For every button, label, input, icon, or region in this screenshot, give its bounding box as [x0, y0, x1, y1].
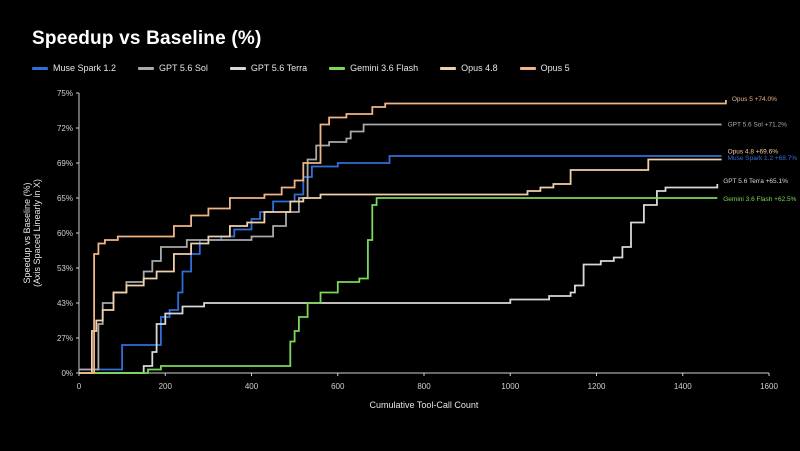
- series-end-label: Opus 5 +74.0%: [732, 96, 777, 103]
- x-tick-label: 1600: [760, 382, 778, 391]
- chart-title: Speedup vs Baseline (%): [32, 28, 262, 49]
- legend-item: GPT 5.6 Sol: [138, 63, 208, 73]
- legend-swatch: [32, 66, 48, 70]
- y-tick-label: 69%: [57, 159, 73, 168]
- y-tick-label: 27%: [57, 334, 73, 343]
- y-tick-label: 0%: [61, 369, 73, 378]
- legend-swatch: [329, 66, 346, 70]
- series-end-label: Opus 4.8 +69.6%: [728, 149, 779, 156]
- legend-label: Muse Spark 1.2: [53, 63, 117, 73]
- legend-item: Muse Spark 1.2: [32, 63, 116, 73]
- x-tick-label: 1200: [588, 382, 606, 391]
- x-tick-label: 200: [159, 382, 173, 391]
- series-end-label: GPT 5.6 Sol +71.2%: [728, 122, 788, 129]
- legend-label: Opus 5: [540, 63, 570, 73]
- series-end-label: Muse Spark 1.2 +68.7%: [728, 155, 798, 162]
- series-line-muse-spark-1-2: [79, 155, 722, 371]
- legend-swatch: [440, 66, 457, 70]
- legend-swatch: [519, 66, 536, 70]
- series-end-label: GPT 5.6 Terra +65.1%: [723, 178, 788, 185]
- legend-label: GPT 5.6 Terra: [250, 63, 308, 73]
- x-tick-label: 800: [417, 382, 431, 391]
- y-tick-label: 53%: [57, 264, 73, 273]
- x-tick-label: 400: [245, 382, 259, 391]
- x-tick-label: 600: [331, 382, 345, 391]
- legend-item: Opus 4.8: [440, 63, 498, 73]
- legend-item: Opus 5: [519, 63, 570, 73]
- x-tick-label: 1400: [674, 382, 692, 391]
- legend-label: Opus 4.8: [461, 63, 498, 73]
- x-axis-title: Cumulative Tool-Call Count: [370, 400, 479, 410]
- x-tick-label: 0: [77, 382, 82, 391]
- chart-legend: Muse Spark 1.2 GPT 5.6 Sol GPT 5.6 Terra Ge…: [32, 63, 592, 73]
- legend-label: GPT 5.6 Sol: [159, 63, 208, 73]
- legend-item: Gemini 3.6 Flash: [329, 63, 418, 73]
- y-axis-title: Speedup vs Baseline (%)(Axis Spaced Line…: [22, 179, 42, 287]
- legend-label: Gemini 3.6 Flash: [350, 63, 419, 73]
- legend-swatch: [138, 66, 155, 70]
- series-line-gpt-5-6-terra: [79, 184, 719, 374]
- series-line-opus-4-8: [79, 158, 722, 374]
- y-tick-label: 75%: [57, 89, 73, 98]
- x-tick-label: 1000: [501, 382, 519, 391]
- y-tick-label: 72%: [57, 124, 73, 133]
- y-tick-label: 60%: [57, 229, 73, 238]
- series-line-opus-5: [79, 100, 727, 374]
- legend-swatch: [229, 66, 246, 70]
- series-line-gemini-3-6-flash: [79, 197, 718, 374]
- y-tick-label: 65%: [57, 194, 73, 203]
- series-end-label: Gemini 3.6 Flash +62.5%: [723, 196, 796, 203]
- y-tick-label: 43%: [57, 299, 73, 308]
- legend-item: GPT 5.6 Terra: [229, 63, 308, 73]
